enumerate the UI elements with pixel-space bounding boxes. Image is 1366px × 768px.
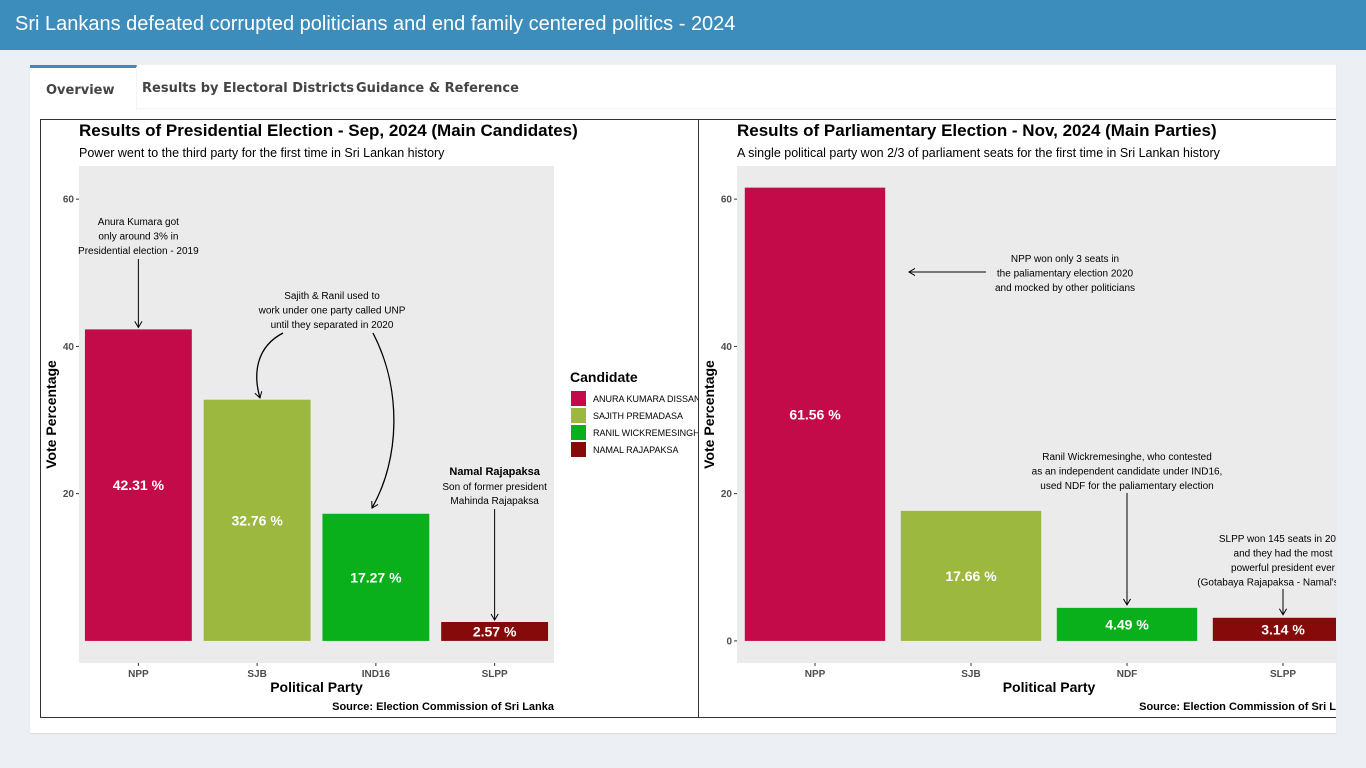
bar-slpp <box>1212 617 1336 641</box>
bar-sjb <box>203 399 311 641</box>
x-tick-label: IND16 <box>362 669 391 680</box>
y-tick-label: 20 <box>721 489 733 500</box>
arrow-head <box>1122 598 1132 606</box>
annotation-line: until they separated in 2020 <box>271 320 394 331</box>
chart-subtitle: A single political party won 2/3 of parl… <box>737 146 1221 160</box>
tab-results-by-electoral-districts[interactable]: Results by Electoral Districts <box>142 81 354 96</box>
app-title: Sri Lankans defeated corrupted politicia… <box>15 13 736 35</box>
annotation-line: used NDF for the paliamentary election <box>1040 481 1213 492</box>
y-tick-label: 60 <box>721 195 733 206</box>
tab-bar: Overview Results by Electoral Districts … <box>30 65 1336 111</box>
x-tick-label: NPP <box>805 669 826 680</box>
bar-value-label: 61.56 % <box>789 406 841 422</box>
legend-title: Candidate <box>570 369 638 385</box>
legend-swatch <box>571 442 586 457</box>
annotation-heading: Namal Rajapaksa <box>449 466 540 478</box>
bar-slpp <box>441 621 549 641</box>
annotation-curve-sjb <box>256 332 284 399</box>
arrow-head <box>490 613 499 621</box>
annotation-line: Presidential election - 2019 <box>78 246 199 257</box>
chart-subtitle: Power went to the third party for the fi… <box>79 146 445 160</box>
bar-value-label: 42.31 % <box>113 477 165 493</box>
legend-label: SAJITH PREMADASA <box>593 411 683 421</box>
chart-caption: Source: Election Commission of Sri Lanka <box>1139 701 1336 713</box>
tab-overview[interactable]: Overview <box>30 65 137 111</box>
chart-caption: Source: Election Commission of Sri Lanka <box>332 701 555 713</box>
annotation-line: powerful president ever <box>1231 563 1336 574</box>
x-tick-label: SLPP <box>1270 669 1296 680</box>
legend-swatch <box>571 391 586 406</box>
bar-npp <box>744 187 886 641</box>
legend-swatch <box>571 425 586 440</box>
bar-sjb <box>900 510 1042 641</box>
x-tick-label: SJB <box>961 669 980 680</box>
legend-label: RANIL WICKREMESINGHE <box>593 428 699 438</box>
y-axis-title: Vote Percentage <box>43 360 59 469</box>
annotation-line: Mahinda Rajapaksa <box>450 496 539 507</box>
chart-title: Results of Parliamentary Election - Nov,… <box>737 121 1217 140</box>
bar-value-label: 32.76 % <box>231 512 283 528</box>
arrow-head <box>371 500 379 509</box>
arrow-head <box>1278 608 1288 616</box>
y-tick-label: 20 <box>63 489 75 500</box>
arrow-head <box>134 321 143 329</box>
annotation-line: and they had the most <box>1234 549 1333 560</box>
x-tick-label: SJB <box>247 669 266 680</box>
tab-guidance-reference[interactable]: Guidance & Reference <box>356 81 519 96</box>
arrow-head <box>908 267 916 277</box>
y-tick-label: 40 <box>63 342 75 353</box>
annotation-line: SLPP won 145 seats in 2020 <box>1219 534 1336 545</box>
x-tick-label: NDF <box>1117 669 1138 680</box>
legend-swatch <box>571 408 586 423</box>
chart-title: Results of Presidential Election - Sep, … <box>79 121 578 140</box>
presidential-election-chart: Results of Presidential Election - Sep, … <box>40 119 699 718</box>
bar-value-label: 17.27 % <box>350 569 402 585</box>
x-axis-title: Political Party <box>270 679 363 695</box>
annotation-line: and mocked by other politicians <box>995 283 1135 294</box>
x-tick-label: NPP <box>128 669 149 680</box>
y-tick-label: 60 <box>63 195 75 206</box>
x-tick-label: SLPP <box>482 669 508 680</box>
bar-npp <box>84 329 192 641</box>
annotation-line: work under one party called UNP <box>258 306 406 317</box>
legend-label: ANURA KUMARA DISSANAYAKE <box>593 394 699 404</box>
annotation-line: (Gotabaya Rajapaksa - Namal's uncle) <box>1197 578 1336 589</box>
bar-ndf <box>1056 607 1198 641</box>
bar-value-label: 3.14 % <box>1261 621 1305 637</box>
annotation-line: Sajith & Ranil used to <box>284 291 380 302</box>
bar-value-label: 2.57 % <box>473 623 517 639</box>
x-axis-title: Political Party <box>1003 679 1096 695</box>
annotation-line: NPP won only 3 seats in <box>1011 254 1119 265</box>
legend-label: NAMAL RAJAPAKSA <box>593 445 679 455</box>
annotation-line: Son of former president <box>442 482 547 493</box>
annotation-line: as an independent candidate under IND16, <box>1032 467 1223 478</box>
annotation-curve-ind16 <box>371 332 395 509</box>
charts-area: Results of Presidential Election - Sep, … <box>40 119 1336 719</box>
parliamentary-election-chart: Results of Parliamentary Election - Nov,… <box>698 119 1336 718</box>
annotation-line: the paliamentary election 2020 <box>997 269 1134 280</box>
app-header: Sri Lankans defeated corrupted politicia… <box>0 0 1366 50</box>
y-tick-label: 0 <box>726 636 732 647</box>
bar-value-label: 4.49 % <box>1105 616 1149 632</box>
y-axis-title: Vote Percentage <box>701 360 717 469</box>
y-tick-label: 40 <box>721 342 733 353</box>
annotation-line: only around 3% in <box>98 232 178 243</box>
annotation-line: Ranil Wickremesinghe, who contested <box>1042 452 1212 463</box>
tab-panel: Overview Results by Electoral Districts … <box>30 65 1336 733</box>
arrow-head <box>254 391 263 399</box>
bar-value-label: 17.66 % <box>945 568 997 584</box>
annotation-line: Anura Kumara got <box>98 217 179 228</box>
bar-ind16 <box>322 513 430 641</box>
